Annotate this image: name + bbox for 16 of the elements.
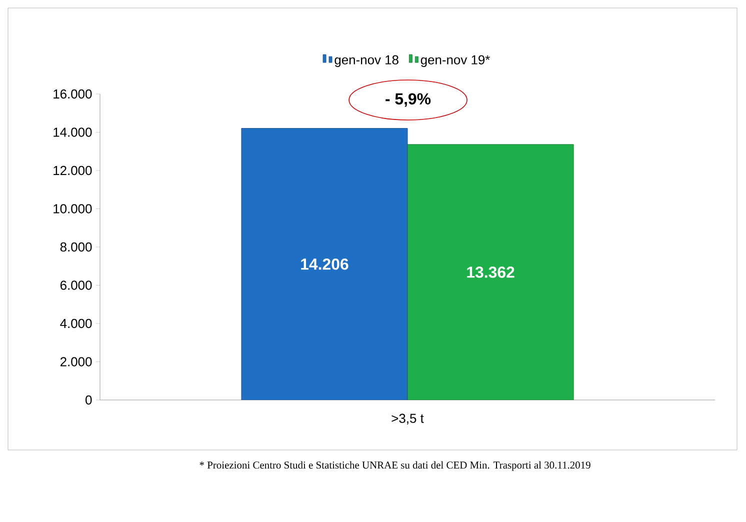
y-tick-label: 16.000 [54, 89, 92, 99]
y-tick-label: 6.000 [60, 280, 92, 290]
y-tick-label: 2.000 [60, 357, 92, 366]
y-tick-label: 12.000 [54, 166, 92, 176]
y-tick-label: 4.000 [60, 318, 92, 328]
y-tick-label: 14.000 [54, 128, 92, 137]
annotation: - 5,9% [386, 93, 431, 107]
x-tick-label: >3,5 t [392, 414, 424, 424]
y-tick-label: 0 [86, 395, 92, 405]
legend-label: gen-nov 19* [420, 55, 490, 67]
y-tick-label: 8.000 [60, 242, 92, 252]
data-label: 13.362 [467, 266, 514, 278]
data-label: 14.206 [301, 258, 348, 270]
text: * Proiezioni Centro Studi e Statistiche UNRAE su dati del CED Min. Trasporti al 30.11.2019 [200, 461, 590, 471]
y-tick-label: 10.000 [54, 204, 92, 214]
legend-label: gen-nov 18 [334, 55, 398, 67]
